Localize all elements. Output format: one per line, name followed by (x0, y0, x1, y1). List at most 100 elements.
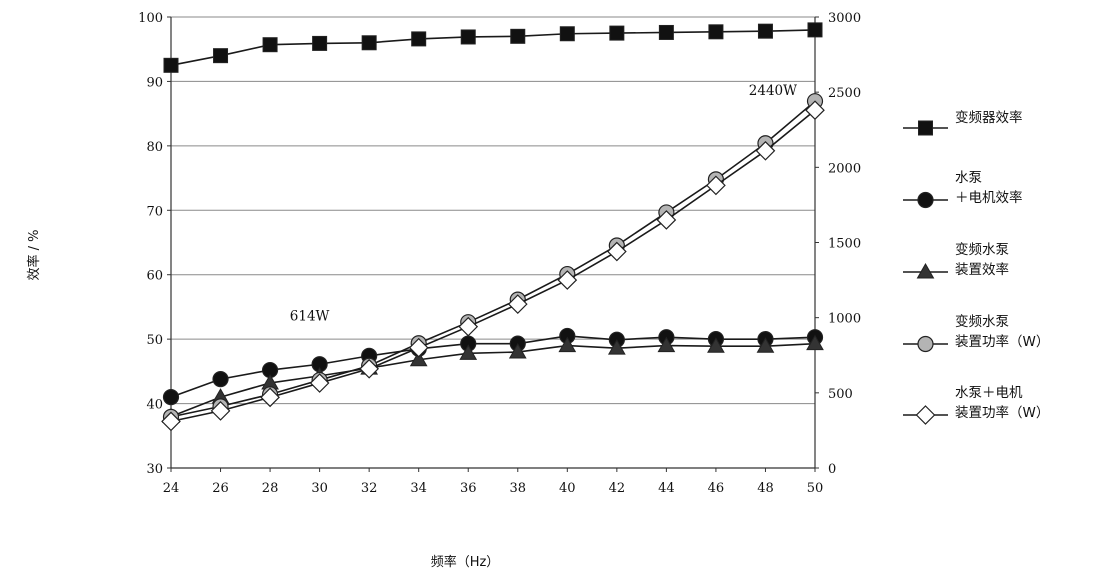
x-tick-label: 38 (509, 481, 526, 496)
legend-label: 变频水泵 (955, 242, 1009, 258)
data-point (213, 48, 229, 64)
legend-label: 装置功率（W） (955, 333, 1049, 350)
data-point (558, 336, 577, 353)
data-point (409, 350, 428, 367)
data-point (609, 25, 625, 41)
legend-label: 水泵＋电机 (955, 385, 1023, 401)
x-tick-label: 34 (410, 481, 427, 496)
y-tick-label: 90 (146, 75, 163, 90)
series-5 (161, 100, 825, 432)
legend-marker (917, 335, 934, 353)
legend-label: 装置功率（W） (955, 404, 1049, 421)
series-line (170, 335, 816, 398)
series-line (170, 109, 816, 423)
annotation-label: 614W (290, 309, 330, 325)
data-point (459, 344, 478, 360)
data-point (607, 339, 626, 355)
data-point (460, 29, 476, 45)
data-point (708, 24, 724, 40)
legend-label: 水泵 (955, 170, 982, 186)
y-tick-label: 30 (146, 462, 163, 477)
legend-marker (917, 191, 934, 209)
data-point (757, 23, 773, 39)
x-tick-label: 50 (807, 481, 824, 496)
legend-label: 变频水泵 (955, 314, 1009, 330)
data-point (606, 241, 627, 262)
data-point (557, 270, 578, 290)
y-tick-label: 50 (146, 333, 163, 348)
legend-item-2: 水泵 ＋电机效率 (903, 170, 1023, 209)
x-tick-label: 42 (609, 481, 626, 496)
x-tick-label: 26 (212, 481, 229, 496)
data-point (656, 210, 677, 230)
x-tick-label: 32 (361, 481, 378, 496)
data-point (408, 337, 429, 358)
x-tick-label: 36 (460, 481, 477, 496)
legend-marker (916, 262, 935, 279)
grid-layer (171, 16, 815, 405)
x-tick-label: 44 (658, 481, 675, 496)
series-3 (162, 334, 824, 423)
data-point (658, 24, 674, 40)
data-point (507, 294, 528, 314)
data-point (161, 411, 181, 432)
y2-tick-label: 1500 (828, 237, 861, 252)
annotation-label: 2440W (749, 83, 797, 99)
x-axis-label: 频率（Hz） (431, 554, 500, 570)
x-tick-label: 40 (559, 481, 576, 496)
series-1 (163, 22, 823, 73)
data-point (212, 370, 229, 388)
y2-tick-label: 3000 (828, 11, 861, 26)
y-tick-label: 100 (138, 11, 163, 26)
y-tick-label: 80 (146, 140, 163, 155)
data-point (163, 57, 179, 73)
data-point (210, 401, 231, 421)
y2-tick-label: 500 (828, 387, 853, 402)
data-point (162, 389, 180, 406)
y2-tick-label: 2000 (828, 161, 861, 176)
data-point (411, 31, 427, 47)
legend-label: 变频器效率 (955, 109, 1023, 126)
data-point (262, 37, 278, 53)
legend-label: 装置效率 (955, 261, 1009, 278)
data-point (806, 334, 824, 351)
data-point (510, 28, 526, 44)
data-point (508, 343, 527, 359)
series-layer (161, 22, 825, 432)
data-point (756, 337, 775, 353)
axes-layer: 3040506070809010005001000150020002500300… (138, 11, 861, 496)
annotation-layer: 614W 2440W (290, 83, 797, 325)
x-tick-label: 28 (262, 481, 279, 496)
y-tick-label: 70 (146, 204, 163, 219)
data-point (805, 100, 825, 121)
x-tick-label: 30 (311, 481, 328, 496)
x-tick-label: 46 (708, 481, 725, 496)
legend: 变频器效率水泵＋电机效率变频水泵装置效率变频水泵装置功率（W）水泵＋电机装置功率… (903, 109, 1049, 425)
y2-tick-label: 2500 (828, 86, 861, 101)
legend-marker (915, 405, 936, 425)
data-point (807, 22, 823, 38)
data-point (755, 140, 776, 161)
series-4 (162, 93, 824, 425)
y-tick-label: 40 (146, 398, 163, 413)
y2-tick-label: 1000 (828, 312, 861, 327)
y2-tick-label: 0 (828, 462, 836, 477)
data-point (260, 387, 280, 408)
y-tick-label: 60 (146, 269, 163, 284)
x-tick-label: 24 (163, 481, 180, 496)
x-tick-label: 48 (757, 481, 774, 496)
legend-marker (918, 120, 933, 136)
legend-item-1: 变频器效率 (903, 109, 1023, 136)
data-point (657, 336, 676, 353)
data-point (458, 316, 479, 337)
legend-label: ＋电机效率 (955, 189, 1023, 206)
series-line (170, 29, 816, 67)
data-point (707, 337, 725, 353)
data-point (361, 35, 377, 51)
data-point (559, 26, 575, 42)
